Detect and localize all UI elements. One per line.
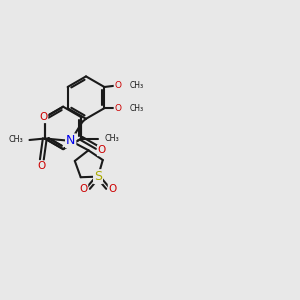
Text: CH₃: CH₃ [8, 136, 23, 145]
Text: O: O [39, 112, 47, 122]
Text: O: O [114, 104, 122, 113]
Text: CH₃: CH₃ [130, 81, 144, 90]
Text: O: O [98, 145, 106, 155]
Text: O: O [79, 184, 87, 194]
Text: N: N [66, 134, 75, 147]
Text: S: S [94, 170, 102, 183]
Text: O: O [114, 81, 122, 90]
Text: CH₃: CH₃ [104, 134, 119, 143]
Text: O: O [109, 184, 117, 194]
Text: CH₃: CH₃ [130, 104, 144, 113]
Text: O: O [38, 161, 46, 171]
